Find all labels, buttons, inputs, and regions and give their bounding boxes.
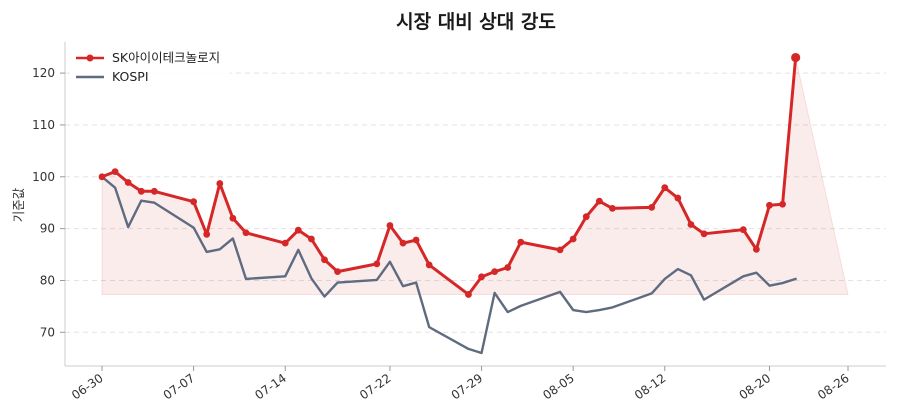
series-markers — [98, 52, 801, 298]
data-point-sk — [150, 187, 158, 195]
legend-label-kospi: KOSPI — [112, 69, 149, 84]
chart-title: 시장 대비 상대 강도 — [396, 11, 556, 33]
data-point-sk — [687, 221, 695, 228]
data-point-sk — [124, 179, 132, 186]
data-point-sk — [595, 197, 603, 205]
data-point-sk — [98, 173, 106, 181]
data-point-sk — [779, 200, 786, 208]
y-axis-label: 기준값 — [11, 187, 26, 222]
y-tick-labels: 70 80 90 100 110 120 — [32, 66, 65, 339]
data-point-sk — [373, 260, 381, 268]
series-line-kospi — [100, 175, 797, 355]
data-point-sk — [111, 168, 119, 176]
x-tick-label: 08-26 — [815, 371, 852, 402]
data-point-sk — [281, 239, 289, 247]
x-tick-label: 08-12 — [632, 371, 669, 402]
series-line-sk — [100, 56, 798, 296]
data-point-sk — [203, 230, 211, 238]
data-point-sk — [308, 235, 315, 243]
data-point-sk — [478, 273, 485, 281]
data-point-sk — [491, 268, 499, 276]
fill-area-layer — [101, 57, 849, 296]
data-point-sk — [190, 198, 198, 206]
data-point-sk — [242, 229, 250, 237]
x-tick-label: 08-05 — [540, 371, 577, 402]
data-point-sk — [321, 256, 328, 264]
data-point-sk — [766, 201, 773, 209]
x-tick-label: 07-22 — [357, 371, 394, 402]
y-tick-label: 90 — [40, 222, 55, 236]
series-lines — [100, 56, 798, 355]
axes — [64, 42, 886, 367]
data-point-sk — [674, 194, 682, 202]
y-tick-label: 100 — [32, 170, 55, 184]
data-point-sk — [137, 187, 145, 195]
x-tick-label: 07-07 — [161, 371, 198, 402]
data-point-sk — [216, 180, 224, 187]
data-point-sk — [700, 230, 708, 238]
legend-frame — [70, 47, 230, 89]
x-tick-labels: 06-30 07-07 07-14 07-22 07-29 08-05 08-12 08-20… — [69, 366, 852, 402]
data-point-sk — [556, 246, 564, 254]
data-point-sk — [412, 236, 420, 244]
data-point-sk — [399, 239, 407, 247]
data-point-sk — [425, 261, 433, 269]
data-point-sk — [504, 264, 512, 271]
y-tick-label: 70 — [40, 325, 55, 339]
data-point-sk — [609, 205, 616, 212]
data-point-sk — [334, 268, 341, 276]
data-point-sk — [294, 226, 302, 234]
x-tick-label: 07-14 — [252, 371, 289, 402]
data-point-sk — [582, 213, 590, 221]
data-point-sk — [648, 203, 656, 211]
data-point-sk — [661, 184, 669, 192]
data-point-sk — [752, 245, 760, 253]
data-point-sk — [465, 291, 472, 298]
data-point-sk — [739, 226, 747, 234]
data-point-sk — [386, 222, 394, 229]
fill-area — [101, 57, 849, 296]
data-point-sk — [569, 235, 577, 243]
x-tick-label: 06-30 — [69, 371, 106, 402]
x-tick-label: 07-29 — [449, 371, 486, 402]
x-tick-label: 08-20 — [737, 371, 774, 402]
legend-label-sk: SK아이이테크놀로지 — [112, 50, 220, 65]
y-tick-label: 80 — [40, 273, 55, 287]
legend: SK아이이테크놀로지 KOSPI — [70, 47, 230, 89]
y-tick-label: 110 — [32, 118, 55, 132]
y-tick-label: 120 — [32, 66, 55, 80]
data-point-sk — [791, 52, 801, 63]
data-point-sk — [517, 238, 525, 246]
data-point-sk — [229, 214, 237, 222]
legend-marker-sk — [86, 54, 94, 62]
